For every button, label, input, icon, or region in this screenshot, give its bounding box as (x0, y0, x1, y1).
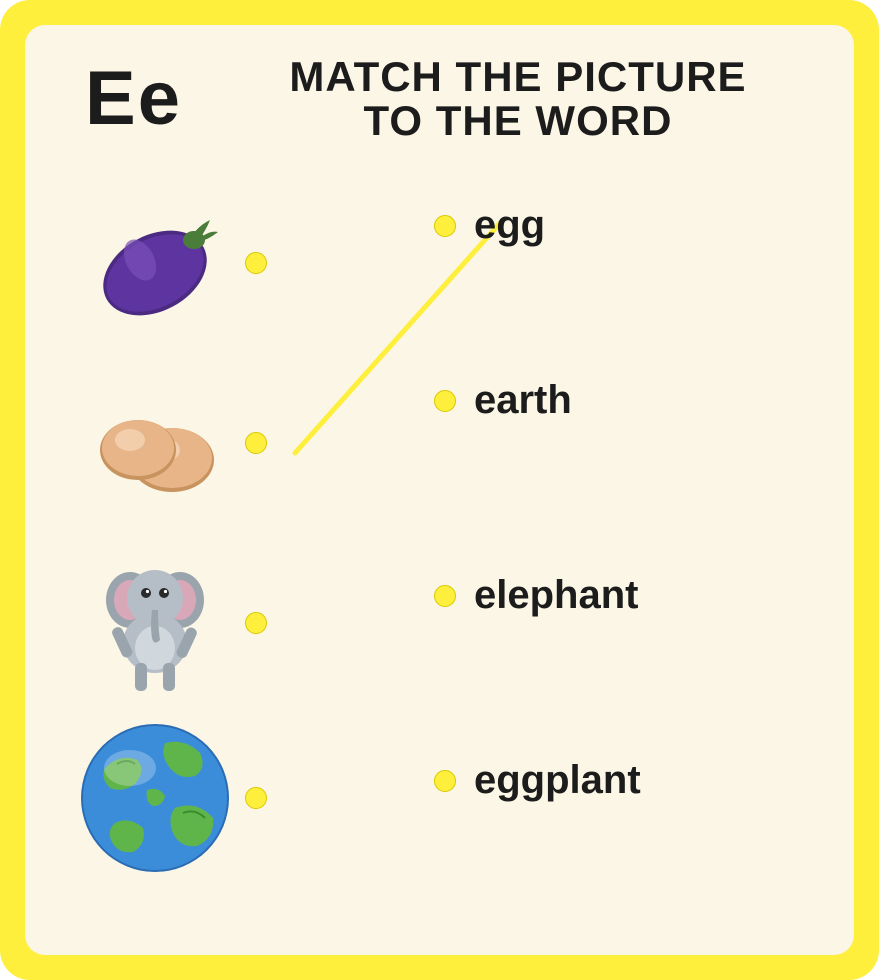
picture-row (25, 183, 285, 343)
word-label: eggplant (474, 758, 641, 803)
earth-icon (65, 718, 245, 878)
eggplant-icon (65, 183, 245, 343)
picture-dot[interactable] (245, 252, 267, 274)
picture-row (25, 543, 285, 703)
word-row: elephant (434, 573, 854, 618)
picture-dot[interactable] (245, 612, 267, 634)
word-label: earth (474, 378, 572, 423)
picture-row (25, 718, 285, 878)
word-dot[interactable] (434, 770, 456, 792)
word-dot[interactable] (434, 390, 456, 412)
outer-frame: Ee MATCH THE PICTURE TO THE WORD (0, 0, 879, 980)
worksheet-card: Ee MATCH THE PICTURE TO THE WORD (25, 25, 854, 955)
word-dot[interactable] (434, 215, 456, 237)
header: Ee MATCH THE PICTURE TO THE WORD (25, 25, 854, 153)
title-line1: MATCH THE PICTURE (289, 53, 746, 100)
elephant-icon (65, 543, 245, 703)
word-label: elephant (474, 573, 638, 618)
word-row: egg (434, 203, 854, 248)
letter-label: Ee (85, 55, 182, 142)
word-row: earth (434, 378, 854, 423)
worksheet-title: MATCH THE PICTURE TO THE WORD (222, 55, 814, 143)
content-area: egg earth elephant eggplant (25, 153, 854, 913)
picture-dot[interactable] (245, 787, 267, 809)
word-label: egg (474, 203, 545, 248)
word-row: eggplant (434, 758, 854, 803)
word-dot[interactable] (434, 585, 456, 607)
title-line2: TO THE WORD (364, 97, 673, 144)
egg-icon (65, 363, 245, 523)
picture-row (25, 363, 285, 523)
picture-dot[interactable] (245, 432, 267, 454)
